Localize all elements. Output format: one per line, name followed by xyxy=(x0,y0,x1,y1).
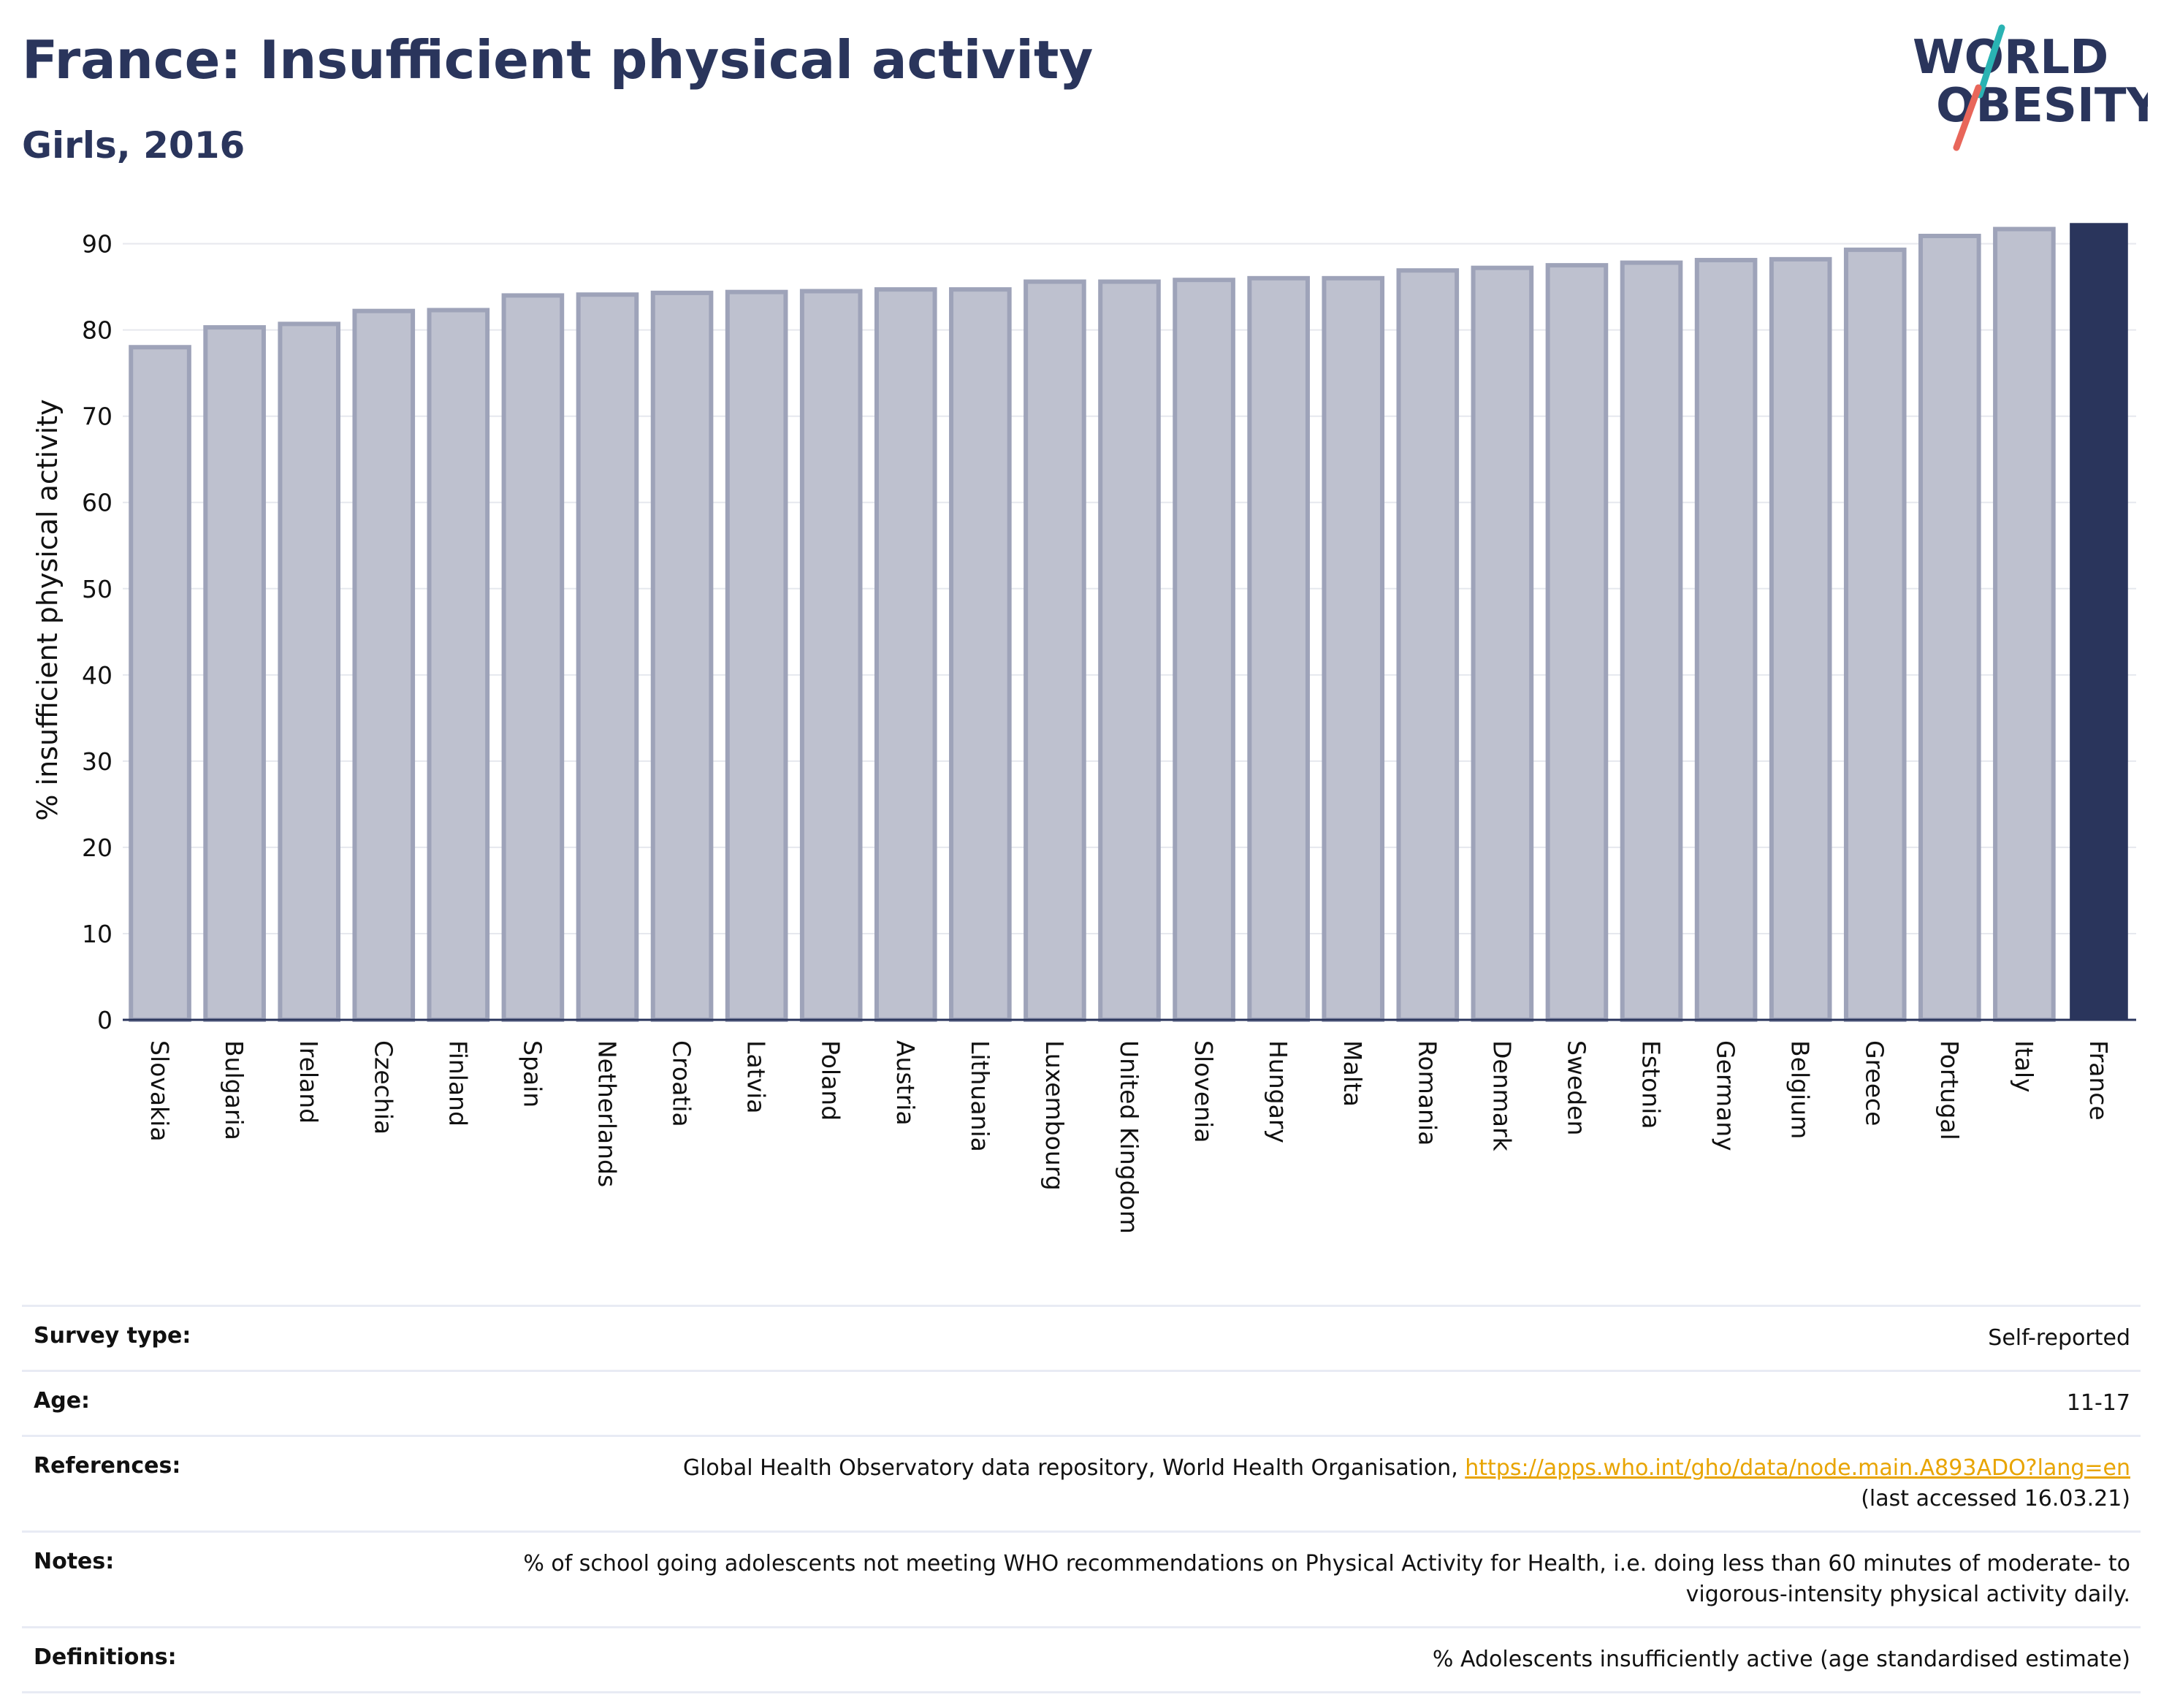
bar xyxy=(1694,258,1758,1022)
x-tick-label: Belgium xyxy=(1786,1040,1815,1139)
y-tick-label: 40 xyxy=(82,661,113,690)
info-row: Notes: % of school going adolescents not … xyxy=(22,1530,2141,1626)
info-value: Self-reported xyxy=(1988,1323,2130,1354)
bar xyxy=(2070,223,2128,1020)
bar xyxy=(427,308,490,1022)
info-label: Age: xyxy=(34,1388,91,1414)
info-row: References: Global Health Observatory dat… xyxy=(22,1435,2141,1530)
bar xyxy=(1396,268,1460,1023)
info-label: Survey type: xyxy=(34,1323,191,1349)
x-tick-label: Finland xyxy=(443,1040,472,1126)
bar xyxy=(949,287,1012,1022)
reference-link[interactable]: https://apps.who.int/gho/data/node.main.… xyxy=(1465,1455,2130,1481)
x-tick-label: Italy xyxy=(2010,1040,2038,1093)
x-tick-label: United Kingdom xyxy=(1115,1040,1143,1234)
info-label: Notes: xyxy=(34,1549,115,1574)
info-value: % of school going adolescents not meetin… xyxy=(450,1549,2130,1610)
bar xyxy=(874,287,937,1022)
y-tick-label: 90 xyxy=(82,230,113,259)
axes: 0 10 20 30 40 50 60 70 80 90 Slovakia Bulgaria Irela… xyxy=(82,230,2136,1234)
bar xyxy=(725,289,788,1022)
bar xyxy=(1545,263,1609,1023)
bar xyxy=(1843,247,1907,1023)
info-value: 11-17 xyxy=(2067,1388,2130,1419)
info-row: Survey type: Self-reported xyxy=(22,1305,2141,1370)
bars xyxy=(129,223,2128,1023)
info-value-extra: (last accessed 16.03.21) xyxy=(1861,1486,2130,1511)
info-value-text: Global Health Observatory data repositor… xyxy=(682,1455,1466,1481)
bar xyxy=(203,325,266,1023)
x-tick-label: Lithuania xyxy=(966,1040,994,1152)
bar xyxy=(1918,233,1981,1023)
page-subtitle: Girls, 2016 xyxy=(22,124,245,167)
x-tick-label: Germany xyxy=(1712,1040,1740,1151)
page-title: France: Insufficient physical activity xyxy=(22,29,1094,91)
x-tick-label: Slovakia xyxy=(145,1040,174,1142)
x-tick-label: Austria xyxy=(891,1040,920,1126)
y-axis-title: % insufficient physical activity xyxy=(31,399,64,820)
x-tick-label: Latvia xyxy=(742,1040,771,1113)
x-tick-label: Portugal xyxy=(1935,1040,1964,1140)
bar xyxy=(1173,278,1235,1022)
bar xyxy=(501,293,565,1023)
x-tick-label: Greece xyxy=(1861,1040,1889,1126)
world-obesity-logo: WORLD OBESITY xyxy=(1913,24,2148,151)
bar xyxy=(1024,279,1086,1022)
bar-chart: 0 10 20 30 40 50 60 70 80 90 Slovakia Bulgaria Irela… xyxy=(31,223,2136,1234)
bar xyxy=(576,292,639,1022)
info-value: % Adolescents insufficiently active (age… xyxy=(1433,1644,2130,1675)
x-tick-label: Bulgaria xyxy=(220,1040,248,1140)
info-row: Age: 11-17 xyxy=(22,1370,2141,1435)
x-tick-label: Slovenia xyxy=(1189,1040,1218,1143)
bar xyxy=(1471,265,1534,1022)
bar xyxy=(1247,275,1310,1022)
x-tick-label: Croatia xyxy=(668,1040,696,1127)
y-tick-label: 20 xyxy=(82,834,113,862)
x-tick-label: Denmark xyxy=(1487,1040,1516,1152)
bar xyxy=(1769,256,1832,1022)
bar xyxy=(799,289,863,1023)
bar xyxy=(129,345,191,1022)
info-row: Definitions: % Adolescents insufficiently… xyxy=(22,1626,2141,1693)
y-tick-label: 30 xyxy=(82,747,113,776)
bar xyxy=(278,321,340,1022)
info-value-text: % of school going adolescents not meetin… xyxy=(523,1551,2130,1607)
x-tick-label: Estonia xyxy=(1637,1040,1666,1129)
x-tick-label: Hungary xyxy=(1264,1040,1292,1143)
bar xyxy=(352,308,416,1022)
info-label: References: xyxy=(34,1453,181,1479)
x-tick-label: Czechia xyxy=(369,1040,397,1135)
x-tick-label: Sweden xyxy=(1562,1040,1590,1135)
x-tick-label: Poland xyxy=(817,1040,845,1121)
x-tick-label: Netherlands xyxy=(592,1040,621,1187)
info-value-text: % Adolescents insufficiently active (age… xyxy=(1432,1647,2130,1672)
y-tick-label: 50 xyxy=(82,575,113,603)
info-value-text: Self-reported xyxy=(1988,1325,2130,1351)
x-tick-label: Ireland xyxy=(294,1040,323,1124)
y-tick-label: 60 xyxy=(82,489,113,517)
info-table: Survey type: Self-reported Age: 11-17 Refere… xyxy=(22,1305,2141,1693)
info-value: Global Health Observatory data repositor… xyxy=(683,1453,2130,1514)
logo-slash-red xyxy=(1953,84,1982,151)
x-tick-label: Luxembourg xyxy=(1040,1040,1069,1191)
info-label: Definitions: xyxy=(34,1644,177,1670)
info-value-text: 11-17 xyxy=(2066,1390,2130,1416)
x-tick-label: Romania xyxy=(1413,1040,1441,1145)
bar xyxy=(1322,275,1385,1022)
y-tick-label: 0 xyxy=(97,1006,113,1034)
y-tick-label: 80 xyxy=(82,316,113,345)
y-tick-label: 70 xyxy=(82,403,113,431)
bar xyxy=(1098,279,1161,1022)
bar xyxy=(650,290,714,1022)
logo-slash-teal xyxy=(1976,24,2005,99)
y-tick-label: 10 xyxy=(82,920,113,948)
x-tick-label: Spain xyxy=(518,1040,546,1107)
logo-line-1: WORLD xyxy=(1913,31,2108,85)
bar xyxy=(1993,226,2056,1023)
bar xyxy=(1620,260,1683,1022)
x-tick-label: Malta xyxy=(1338,1040,1367,1107)
x-tick-label: France xyxy=(2084,1040,2113,1121)
